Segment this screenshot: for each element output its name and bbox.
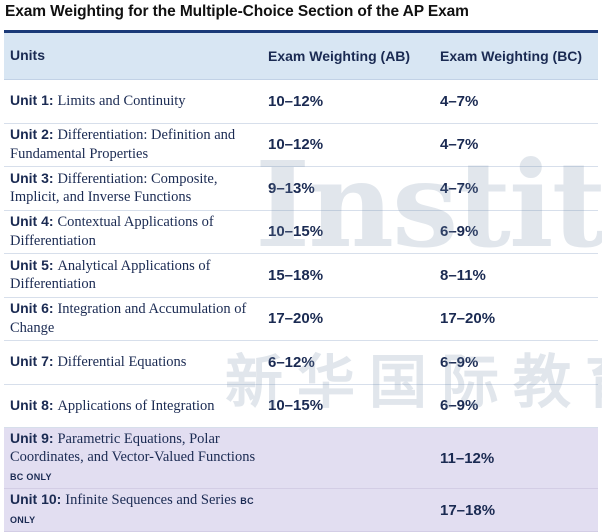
unit-number: Unit 6:: [10, 300, 54, 317]
ab-weight: 10–15%: [268, 223, 324, 241]
unit-number: Unit 5:: [10, 256, 54, 273]
ab-weight: 10–12%: [268, 92, 324, 110]
table-row: Unit 2: Differentiation: Definition and …: [4, 123, 598, 167]
unit-number: Unit 4:: [10, 213, 54, 230]
bc-only-tag: BC ONLY: [10, 471, 52, 482]
ab-weight: 6–12%: [268, 353, 315, 371]
bc-weight: 17–20%: [440, 310, 496, 328]
table-row: Unit 8: Applications of Integration 10–1…: [4, 384, 598, 428]
exam-weighting-table: Units Exam Weighting (AB) Exam Weighting…: [4, 30, 598, 532]
bc-weight: 8–11%: [440, 266, 486, 284]
unit-number: Unit 10:: [10, 490, 62, 507]
unit-cell: Unit 3: Differentiation: Composite, Impl…: [4, 170, 263, 207]
table-header-row: Units Exam Weighting (AB) Exam Weighting…: [4, 33, 598, 80]
unit-name: Limits and Continuity: [57, 93, 186, 109]
ab-weight: 10–12%: [268, 136, 324, 154]
header-bc: Exam Weighting (BC): [440, 48, 583, 64]
unit-cell: Unit 5: Analytical Applications of Diffe…: [4, 257, 263, 294]
header-ab: Exam Weighting (AB): [268, 48, 411, 64]
unit-number: Unit 8:: [10, 396, 54, 413]
bc-weight: 17–18%: [440, 501, 496, 519]
ab-weight: 17–20%: [268, 310, 324, 328]
page-title: Exam Weighting for the Multiple-Choice S…: [5, 3, 469, 20]
table-row-bc-only: Unit 9: Parametric Equations, Polar Coor…: [4, 428, 598, 489]
table-row: Unit 5: Analytical Applications of Diffe…: [4, 254, 598, 298]
table-row: Unit 1: Limits and Continuity 10–12% 4–7…: [4, 80, 598, 124]
unit-cell: Unit 10: Infinite Sequences and Series B…: [4, 491, 263, 530]
unit-name: Contextual Applications of Differentiati…: [10, 214, 214, 249]
unit-number: Unit 1:: [10, 92, 54, 108]
table-row: Unit 6: Integration and Accumulation of …: [4, 297, 598, 341]
bc-weight: 4–7%: [440, 92, 479, 110]
bc-weight: 11–12%: [440, 449, 495, 467]
unit-name: Infinite Sequences and Series: [65, 491, 237, 508]
bc-weight: 6–9%: [440, 353, 479, 371]
unit-name: Differentiation: Definition and Fundamen…: [10, 127, 236, 162]
header-units: Units: [10, 47, 45, 64]
unit-name: Analytical Applications of Differentiati…: [10, 257, 211, 293]
unit-cell: Unit 1: Limits and Continuity: [4, 92, 263, 111]
ab-weight: 10–15%: [268, 397, 324, 415]
unit-number: Unit 3:: [10, 169, 54, 186]
bc-weight: 4–7%: [440, 136, 479, 154]
table-row-bc-only: Unit 10: Infinite Sequences and Series B…: [4, 489, 598, 532]
table-row: Unit 3: Differentiation: Composite, Impl…: [4, 167, 598, 211]
unit-number: Unit 2:: [10, 126, 54, 143]
unit-cell: Unit 4: Contextual Applications of Diffe…: [4, 213, 263, 250]
bc-weight: 6–9%: [440, 397, 479, 415]
unit-name: Applications of Integration: [57, 397, 215, 414]
bc-weight: 4–7%: [440, 179, 479, 197]
unit-name: Differential Equations: [57, 354, 187, 370]
unit-name: Differentiation: Composite, Implicit, an…: [10, 170, 218, 206]
unit-number: Unit 9:: [10, 429, 54, 446]
unit-name: Parametric Equations, Polar Coordinates,…: [10, 430, 256, 466]
unit-cell: Unit 2: Differentiation: Definition and …: [4, 126, 263, 163]
unit-name: Integration and Accumulation of Change: [10, 301, 247, 336]
bc-weight: 6–9%: [440, 223, 479, 241]
table-row: Unit 4: Contextual Applications of Diffe…: [4, 210, 598, 254]
ab-weight: 15–18%: [268, 266, 324, 284]
unit-cell: Unit 6: Integration and Accumulation of …: [4, 300, 263, 337]
unit-cell: Unit 8: Applications of Integration: [4, 397, 263, 416]
unit-cell: Unit 9: Parametric Equations, Polar Coor…: [4, 430, 263, 487]
unit-number: Unit 7:: [10, 353, 54, 369]
table-row: Unit 7: Differential Equations 6–12% 6–9…: [4, 341, 598, 385]
unit-cell: Unit 7: Differential Equations: [4, 353, 263, 372]
ab-weight: 9–13%: [268, 179, 315, 197]
